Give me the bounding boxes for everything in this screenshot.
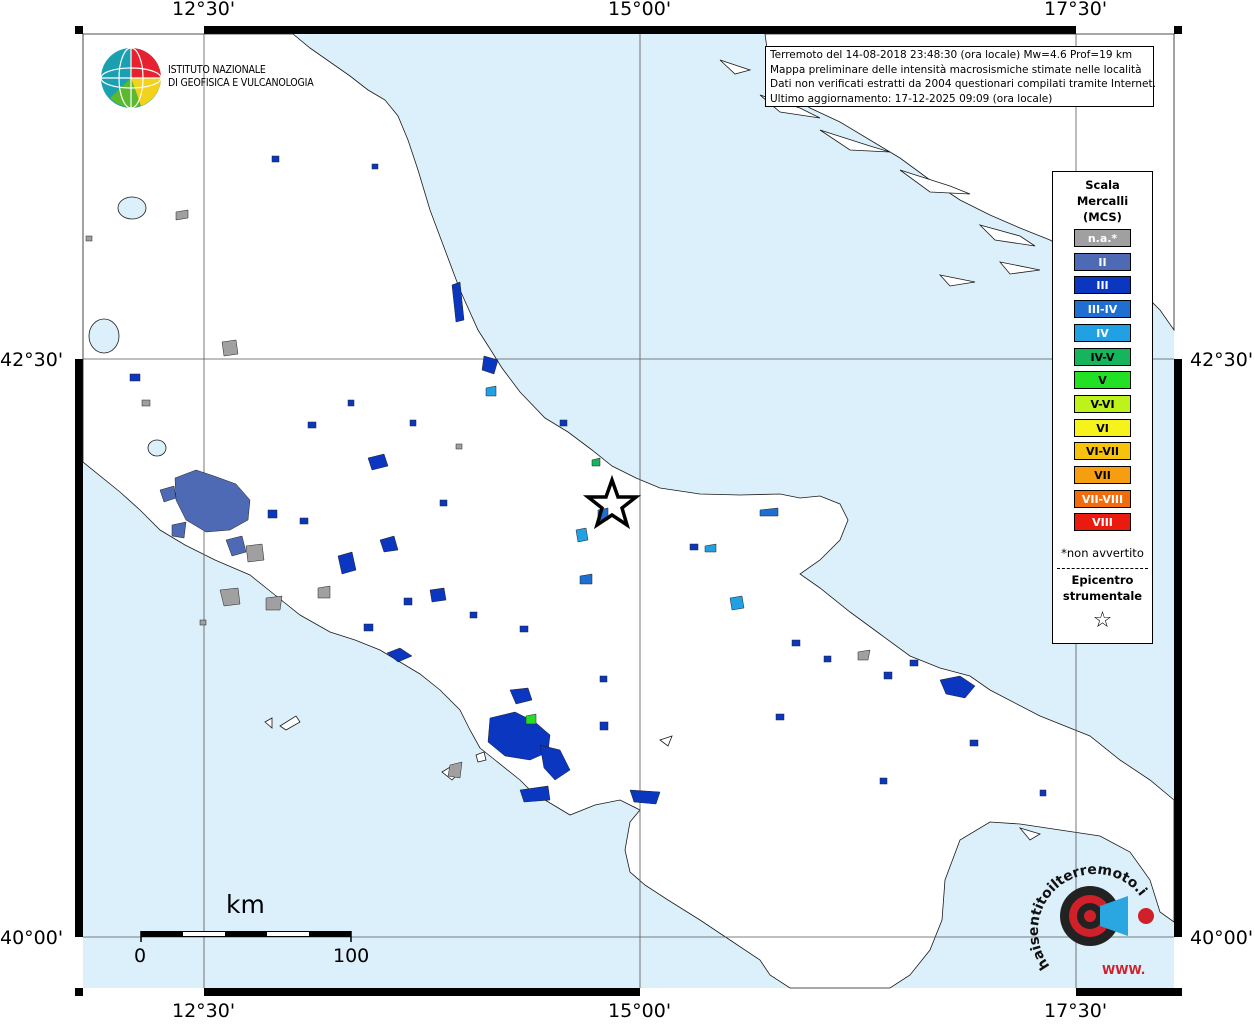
haisentito-badge-text: haisentitoilterremoto.it ? WWW. [1030, 856, 1150, 977]
legend-swatch: VI [1074, 418, 1131, 437]
land-balkans [764, 33, 1175, 332]
legend-epicenter-line2: strumentale [1062, 589, 1143, 603]
legend-title-line1: Scala [1085, 178, 1120, 192]
lon-label-top-1: 12°30' [172, 0, 236, 20]
legend-separator [1057, 568, 1148, 569]
lat-label-left-1: 42°30' [0, 349, 64, 371]
frame-ticks [75, 26, 1182, 996]
legend-swatch: V-VI [1074, 394, 1131, 413]
lon-label-bottom-3: 17°30' [1044, 1000, 1108, 1022]
legend-swatch: IV [1074, 323, 1131, 342]
lon-label-bottom-2: 15°00' [608, 1000, 672, 1022]
legend-swatch: VII [1074, 466, 1131, 484]
scale-bar [140, 931, 352, 942]
lon-label-bottom-1: 12°30' [172, 1000, 236, 1022]
intensity-patches [85, 155, 1047, 805]
haisentito-badge-icon [1060, 886, 1154, 946]
legend-swatch: IV-V [1074, 347, 1131, 366]
event-info-box: Terremoto del 14-08-2018 23:48:30 (ora l… [765, 46, 1156, 107]
lat-label-left-2: 40°00' [0, 927, 64, 949]
svg-text:haisentitoilterremoto.it ?: haisentitoilterremoto.it ? [1030, 856, 1150, 973]
legend-swatch: II [1074, 252, 1131, 271]
legend-title: Scala Mercalli (MCS) [1053, 177, 1152, 225]
ingv-line2: DI GEOFISICA E VULCANOLOGIA [168, 77, 314, 89]
ingv-logo-text: ISTITUTO NAZIONALE DI GEOFISICA E VULCAN… [168, 64, 314, 90]
legend-star-icon: ☆ [1092, 608, 1113, 633]
graticule [83, 34, 1174, 988]
info-line1: Terremoto del 14-08-2018 23:48:30 (ora l… [770, 49, 1133, 61]
legend-swatch: VIII [1074, 513, 1131, 532]
legend-swatch: III-IV [1074, 300, 1131, 319]
mcs-legend: Scala Mercalli (MCS) n.a.* II III III-IV IV I… [1052, 171, 1153, 644]
legend-epicenter-line1: Epicentro [1071, 573, 1134, 587]
legend-swatch: VI-VII [1074, 442, 1131, 461]
legend-note: *non avvertito [1061, 546, 1144, 560]
ingv-logo-icon [100, 47, 162, 109]
legend-epicenter-label: Epicentro strumentale [1053, 572, 1152, 604]
info-line3: Dati non verificati estratti da 2004 que… [770, 78, 1156, 90]
legend-swatch: V [1074, 371, 1131, 390]
lon-label-top-3: 17°30' [1044, 0, 1108, 20]
info-line2: Mappa preliminare delle intensità macros… [770, 63, 1142, 76]
epicenter-star [582, 474, 642, 530]
legend-title-line2: Mercalli [1076, 194, 1129, 208]
scale-max: 100 [333, 945, 370, 967]
legend-swatch: VII-VIII [1074, 489, 1131, 508]
info-line4: Ultimo aggiornamento: 17-12-2025 09:09 (… [770, 92, 1053, 105]
ingv-line1: ISTITUTO NAZIONALE [168, 64, 266, 76]
legend-swatch: n.a.* [1074, 229, 1131, 247]
badge-arc-text: haisentitoilterremoto.it ? [1030, 856, 1150, 973]
badge-www: WWW. [1102, 963, 1145, 977]
scale-min: 0 [134, 945, 147, 967]
lon-label-top-2: 15°00' [608, 0, 672, 20]
lakes [88, 196, 167, 457]
lat-label-right-2: 40°00' [1190, 927, 1254, 949]
scale-title: km [226, 890, 265, 919]
land-italy [82, 33, 1175, 989]
lat-label-right-1: 42°30' [1190, 349, 1254, 371]
legend-swatch: III [1074, 276, 1131, 295]
legend-title-line3: (MCS) [1083, 210, 1122, 224]
